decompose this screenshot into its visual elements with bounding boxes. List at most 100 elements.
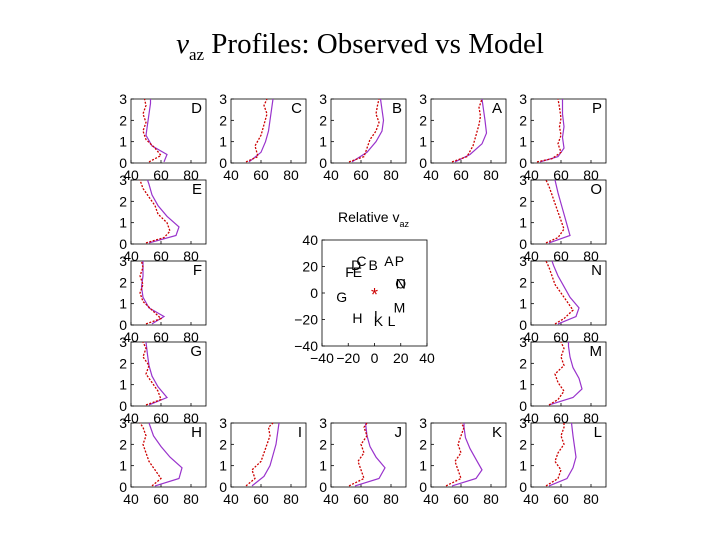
y-tick-label: 3 [519,172,527,188]
title-subscript: az [188,44,205,64]
observed-profile-line [548,341,565,406]
y-tick-label: 0 [519,398,527,414]
x-tick-label: 60 [353,491,369,507]
x-tick-label: 60 [253,167,269,183]
observed-profile-line [445,422,465,487]
panel-label: B [392,100,402,117]
x-tick-label: 60 [153,248,169,264]
y-tick-label: 0 [119,479,127,495]
map-y-tick-label: 0 [310,285,318,301]
y-tick-label: 1 [419,458,427,474]
x-tick-label: 80 [583,410,599,426]
map-station-label: A [384,253,394,269]
profile-panel: 0 1 2 3 40 60 80 C [219,91,307,183]
panel-frame [130,422,207,488]
observed-profile-line [348,422,368,487]
x-tick-label: 40 [123,410,139,426]
profile-panel: 0 1 2 3 40 60 80 H [119,415,207,507]
x-tick-label: 80 [183,248,199,264]
profile-panel: 0 1 2 3 40 60 80 B [319,91,407,183]
map-station-label: C [356,253,366,269]
y-tick-label: 1 [119,377,127,393]
x-tick-label: 40 [423,167,439,183]
x-tick-label: 60 [153,167,169,183]
model-profile-line [251,422,280,487]
y-tick-label: 2 [319,112,327,128]
x-tick-label: 40 [323,491,339,507]
x-tick-label: 60 [553,248,569,264]
profile-panel: 0 1 2 3 40 60 80 N [519,253,607,345]
profile-panel: 0 1 2 3 40 60 80 O [519,172,607,264]
y-tick-label: 0 [319,479,327,495]
x-tick-label: 80 [583,329,599,345]
y-tick-label: 2 [519,355,527,371]
map-title-subscript: az [399,219,409,229]
map-station-label: N [396,276,406,292]
x-tick-label: 60 [153,491,169,507]
observed-profile-line [348,98,380,163]
map-station-label: E [353,264,362,280]
x-tick-label: 80 [283,491,299,507]
y-tick-label: 1 [419,134,427,150]
model-profile-line [548,342,583,406]
x-tick-label: 60 [553,329,569,345]
y-tick-label: 1 [519,134,527,150]
profile-panel: 0 1 2 3 40 60 80 J [319,415,407,507]
y-tick-label: 3 [219,91,227,107]
observed-profile-line [545,260,574,325]
panel-frame [130,179,207,245]
y-tick-label: 0 [119,398,127,414]
model-profile-line [551,260,580,325]
y-tick-label: 1 [319,458,327,474]
panel-frame [330,98,407,164]
x-tick-label: 60 [453,167,469,183]
x-tick-label: 40 [523,248,539,264]
y-tick-label: 3 [419,91,427,107]
y-tick-label: 0 [519,155,527,171]
x-tick-label: 40 [123,329,139,345]
panel-frame [530,179,607,245]
y-tick-label: 2 [519,193,527,209]
map-station-label: D [351,257,361,273]
x-tick-label: 80 [383,167,399,183]
panel-frame [530,422,607,488]
x-tick-label: 40 [123,248,139,264]
panel-frame [330,422,407,488]
observed-profile-line [142,98,163,163]
y-tick-label: 3 [119,253,127,269]
model-profile-line [548,179,571,244]
x-tick-label: 80 [583,248,599,264]
y-tick-label: 2 [519,274,527,290]
map-station-label: L [388,313,396,329]
y-tick-label: 2 [119,193,127,209]
x-tick-label: 40 [323,167,339,183]
profile-panel: 0 1 2 3 40 60 80 L [519,415,607,507]
panel-label: D [191,100,202,117]
profile-panel: 0 1 2 3 40 60 80 D [119,91,207,183]
x-tick-label: 80 [183,491,199,507]
title-symbol: v [176,28,189,60]
observed-profile-line [139,179,171,244]
x-tick-label: 80 [183,329,199,345]
y-tick-label: 1 [219,458,227,474]
y-tick-label: 0 [519,317,527,333]
panel-label: F [193,262,202,279]
panel-label: J [395,424,403,441]
y-tick-label: 2 [119,274,127,290]
y-tick-label: 3 [119,91,127,107]
y-tick-label: 0 [119,155,127,171]
x-tick-label: 40 [223,167,239,183]
x-tick-label: 40 [523,410,539,426]
y-tick-label: 1 [519,377,527,393]
y-tick-label: 1 [119,215,127,231]
y-tick-label: 0 [119,236,127,252]
map-y-tick-label: 40 [302,232,318,248]
panel-label: P [592,100,602,117]
panel-frame [230,422,307,488]
y-tick-label: 2 [519,112,527,128]
x-tick-label: 80 [483,167,499,183]
map-title: Relative vaz [338,209,409,229]
panel-frame [430,422,507,488]
y-tick-label: 2 [219,436,227,452]
y-tick-label: 1 [319,134,327,150]
